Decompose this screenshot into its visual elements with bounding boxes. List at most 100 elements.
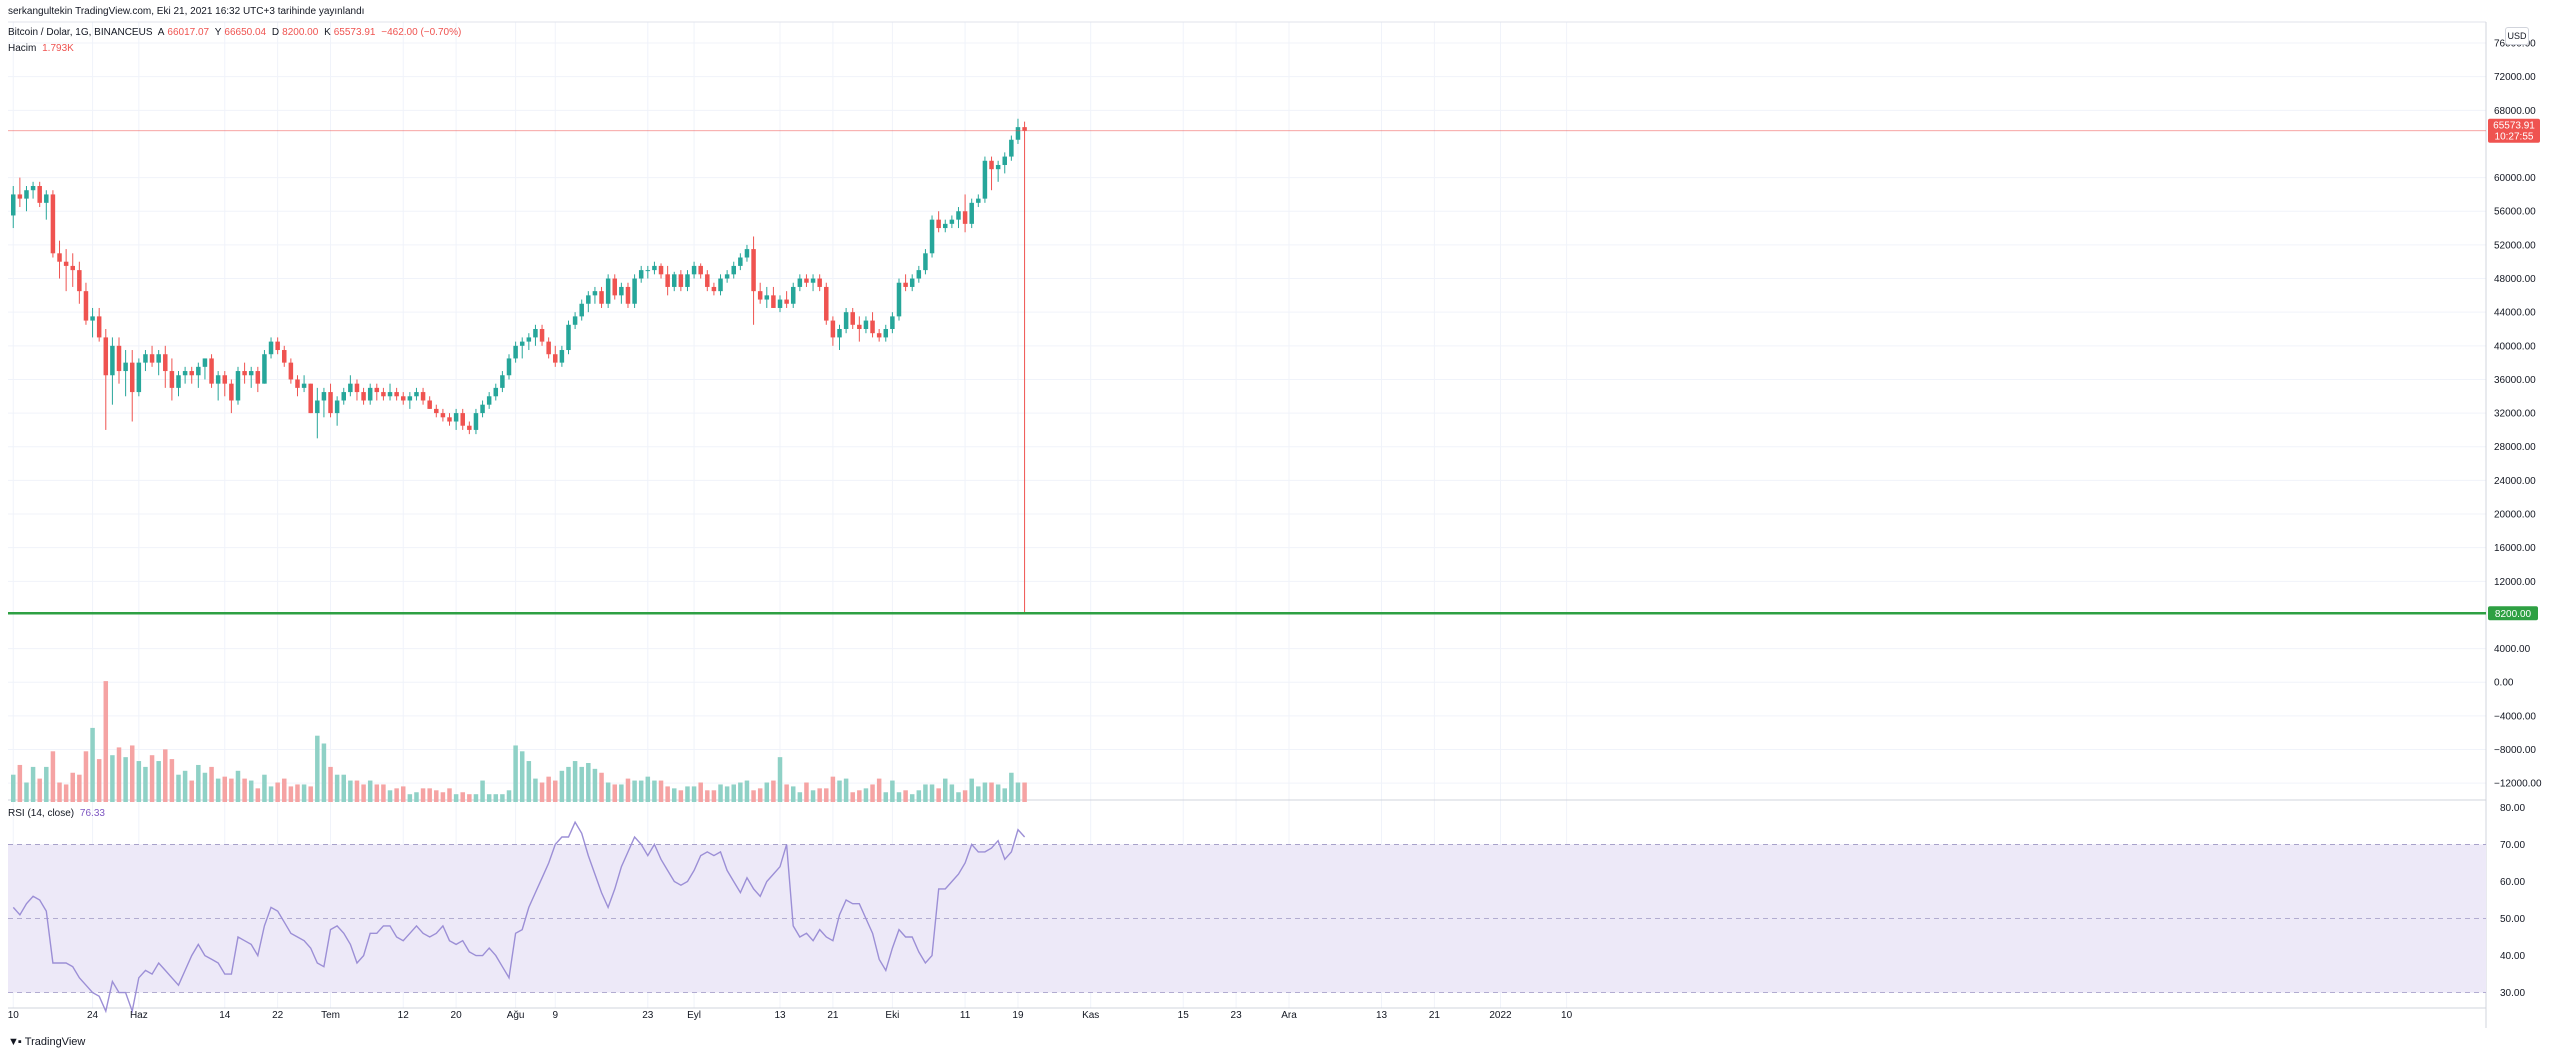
- candle-body: [453, 413, 459, 422]
- volume-bar: [665, 786, 670, 802]
- candle: [103, 328, 109, 430]
- candle: [235, 366, 241, 405]
- volume-bar: [301, 784, 307, 802]
- high-label: Y: [214, 27, 222, 38]
- support-price-badge-bg: [2488, 606, 2538, 621]
- price-tick-label: 24000.00: [2494, 476, 2536, 487]
- volume-bar: [678, 790, 684, 802]
- candle: [837, 324, 842, 351]
- volume-bar: [328, 766, 333, 802]
- volume-bar: [632, 780, 637, 802]
- candle: [196, 362, 201, 388]
- footer-brand[interactable]: ▼▪ TradingView: [8, 1036, 85, 1048]
- volume-bar: [586, 763, 591, 802]
- candle: [209, 354, 214, 388]
- candle-body: [652, 265, 657, 271]
- candle-body: [295, 379, 300, 388]
- candle: [434, 404, 439, 418]
- candle-body: [116, 345, 122, 372]
- candle-body: [817, 278, 822, 287]
- volume-label[interactable]: Hacim: [8, 43, 37, 54]
- currency-button[interactable]: USD: [2505, 27, 2529, 45]
- candle-body: [374, 387, 380, 393]
- volume-bar: [546, 776, 551, 802]
- time-tick-label: 22: [272, 1010, 284, 1021]
- candle: [63, 249, 69, 292]
- volume-bar: [830, 776, 836, 802]
- open-label: A: [157, 27, 165, 38]
- volume-bar: [222, 776, 228, 802]
- volume-legend: Hacim 1.793K: [8, 43, 77, 54]
- volume-bar: [625, 778, 631, 802]
- time-tick-label: 15: [1178, 1010, 1190, 1021]
- rsi-line: [12, 820, 1026, 1014]
- support-price-label: 8200.00: [2495, 609, 2532, 620]
- candle-body: [592, 291, 598, 296]
- volume-bar: [480, 780, 485, 802]
- volume-bar: [215, 778, 221, 802]
- volume-bar: [605, 782, 611, 802]
- candle-body: [698, 265, 703, 275]
- volume-bar: [57, 782, 62, 802]
- volume-bar: [513, 745, 518, 802]
- candle-body: [837, 328, 842, 338]
- volume-bar: [500, 794, 505, 802]
- candle-body: [163, 354, 168, 372]
- candle: [586, 291, 591, 313]
- volume-bar: [751, 790, 756, 802]
- volume-bar: [407, 794, 413, 802]
- candle-body: [705, 274, 710, 287]
- candle-body: [572, 316, 578, 325]
- volume-bar: [890, 780, 895, 802]
- candle: [711, 282, 717, 296]
- last-price-badge-bg: [2488, 118, 2540, 143]
- candle: [275, 337, 280, 355]
- candle-body: [896, 282, 902, 317]
- candle-body: [711, 286, 717, 292]
- candle-body: [982, 160, 988, 199]
- volume-bar: [143, 766, 148, 802]
- volume-bar: [90, 727, 95, 802]
- rsi-pane: [8, 820, 2486, 1014]
- rsi-tick-label: 40.00: [2500, 951, 2525, 962]
- volume-bar: [77, 774, 82, 802]
- price-tick-label: −8000.00: [2494, 745, 2536, 756]
- symbol-name[interactable]: Bitcoin / Dolar, 1G, BINANCEUS: [8, 27, 153, 38]
- candle-body: [427, 400, 432, 409]
- candle: [282, 345, 287, 367]
- volume-bar: [506, 790, 512, 802]
- candle-body: [559, 350, 565, 363]
- candle: [222, 371, 228, 397]
- candle-body: [718, 278, 723, 292]
- volume-bar: [1009, 772, 1014, 802]
- rsi-label[interactable]: RSI (14, close): [8, 808, 75, 819]
- candle-body: [586, 295, 591, 304]
- candle-body: [57, 253, 62, 262]
- candle: [506, 354, 512, 380]
- candle-body: [328, 392, 333, 414]
- volume-bar: [685, 786, 690, 802]
- candle-body: [513, 345, 518, 359]
- candle: [486, 392, 492, 409]
- volume-bar: [995, 784, 1001, 802]
- volume-bar: [394, 788, 399, 802]
- time-tick-label: 24: [87, 1010, 99, 1021]
- candle-body: [797, 278, 803, 287]
- candle-body: [956, 211, 961, 220]
- candle: [301, 375, 307, 393]
- volume-bar: [612, 784, 618, 802]
- candle-body: [519, 341, 525, 346]
- volume-bar: [156, 761, 161, 802]
- volume-bar: [572, 761, 578, 802]
- volume-bar: [936, 788, 941, 802]
- candle: [440, 408, 446, 422]
- volume-bar: [1002, 788, 1007, 802]
- volume-bar: [341, 774, 346, 802]
- candle: [248, 366, 254, 388]
- candle: [678, 270, 684, 292]
- price-tick-label: 44000.00: [2494, 308, 2536, 319]
- volume-bar: [434, 790, 439, 802]
- candle-body: [169, 371, 175, 388]
- candle-body: [857, 324, 862, 329]
